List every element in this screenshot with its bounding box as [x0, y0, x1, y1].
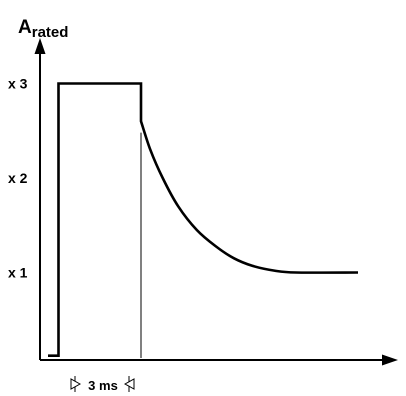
x-axis-arrowhead	[382, 354, 398, 366]
y-axis-title-subscript: rated	[32, 24, 69, 41]
y-tick-label: x 2	[8, 170, 28, 186]
y-tick-label: x 1	[8, 265, 28, 281]
y-tick-labels: x 3 x 2 x 1	[8, 76, 28, 281]
duration-label: 3 ms	[88, 378, 118, 393]
y-axis-title: Arated	[18, 17, 68, 41]
duration-right-arrow-icon	[123, 378, 135, 390]
current-curve	[48, 82, 359, 357]
duration-marker: 3 ms	[70, 376, 135, 393]
y-axis-arrowhead	[34, 38, 46, 54]
y-tick-label: x 3	[8, 76, 28, 92]
y-axis-title-main: A	[18, 17, 32, 38]
duration-left-arrow-icon	[70, 378, 82, 390]
